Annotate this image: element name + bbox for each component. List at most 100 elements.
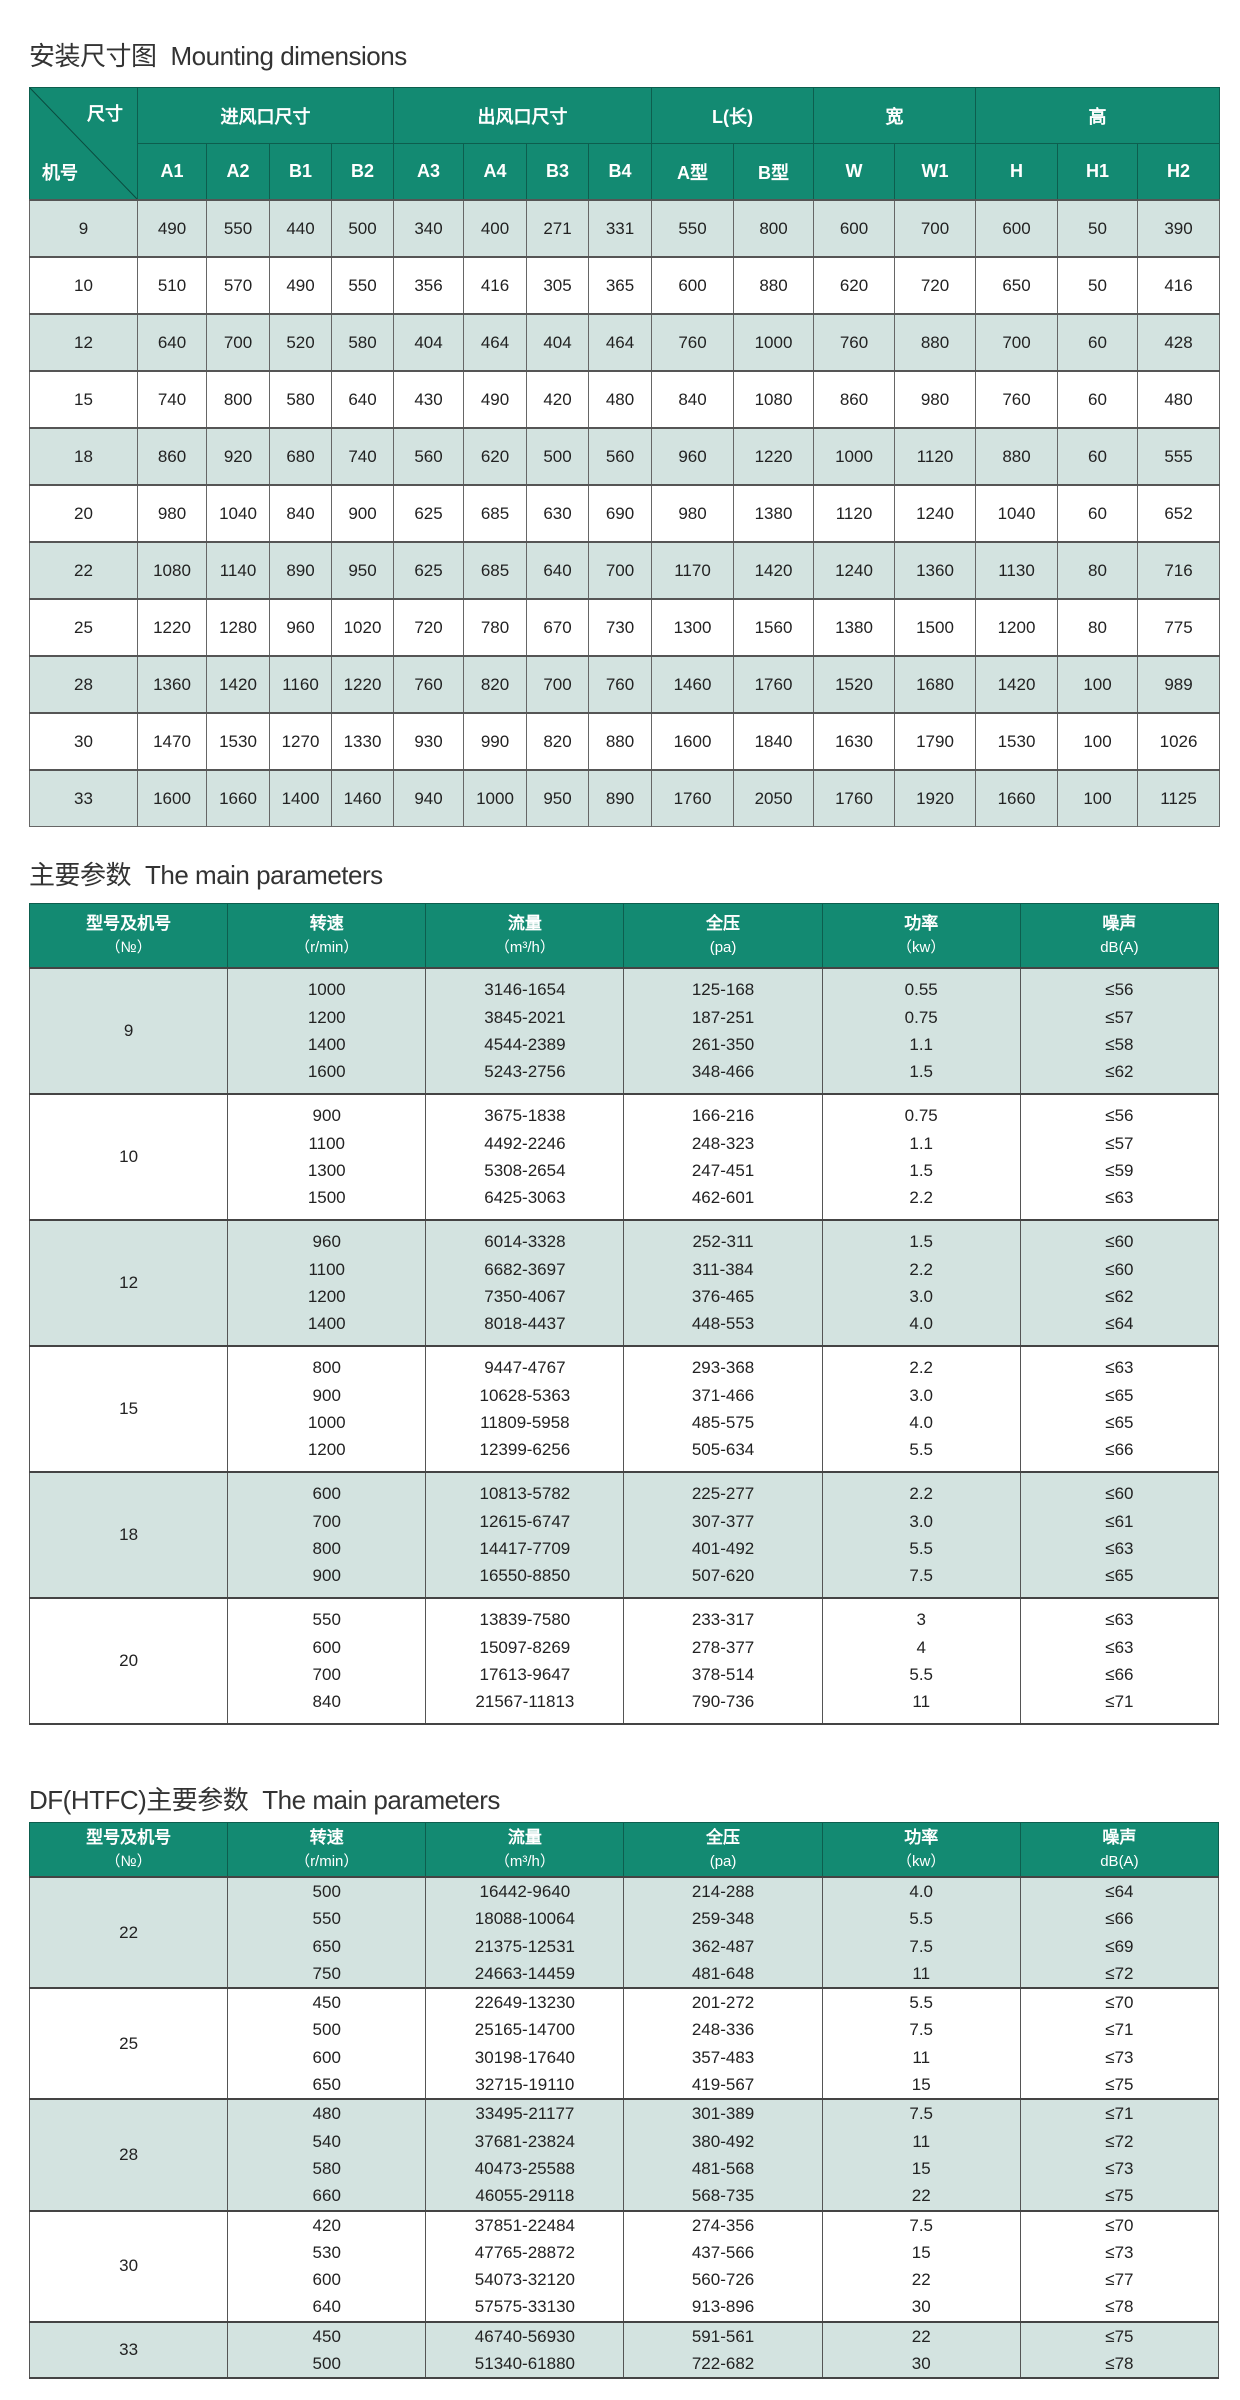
value-cell: 560 bbox=[393, 427, 464, 486]
value-line: 560-726 bbox=[691, 2270, 755, 2290]
value-line: ≤73 bbox=[1105, 2158, 1134, 2178]
value-cell: 720 bbox=[393, 598, 464, 657]
value-line: 7.5 bbox=[909, 2020, 934, 2040]
column-header-name: 转速 bbox=[309, 1827, 344, 1847]
value-cell: 989 bbox=[1137, 655, 1221, 714]
value-cell: 464 bbox=[463, 313, 527, 372]
value-cell: 490 bbox=[269, 256, 332, 315]
value-cell: 600 bbox=[813, 199, 896, 258]
value-line: 600 bbox=[312, 1637, 341, 1657]
main-parameters-table: 型号及机号 （№） 转速 （r/min） 流量 （m³/h） 全压 (pa) 功率 （kw） 噪声 d… bbox=[28, 903, 1220, 1725]
value-line: 30 bbox=[911, 2354, 931, 2374]
value-cell: 1220 bbox=[137, 598, 207, 657]
value-line: 15 bbox=[911, 2242, 931, 2262]
column-header: A型 bbox=[651, 143, 734, 201]
column-header-name: 噪声 bbox=[1102, 913, 1137, 933]
value-line: 22649-13230 bbox=[474, 1993, 575, 2013]
value-line: 7.5 bbox=[909, 1936, 934, 1956]
value-cell: ≤63 ≤63 ≤66 ≤71 bbox=[1019, 1597, 1220, 1725]
value-cell: 60 bbox=[1057, 313, 1139, 372]
column-group-header: 高 bbox=[975, 87, 1221, 144]
column-header-name: 流量 bbox=[507, 913, 542, 933]
df-htfc-parameters-table: 型号及机号 （№） 转速 （r/min） 流量 （m³/h） 全压 (pa) 功率 （kw） 噪声 d… bbox=[28, 1822, 1220, 2380]
value-cell: 1630 bbox=[813, 712, 896, 771]
value-cell: 225-277 307-377 401-492 507-620 bbox=[623, 1471, 823, 1599]
value-line: 21375-12531 bbox=[474, 1936, 575, 1956]
value-cell: 1420 bbox=[206, 655, 270, 714]
value-cell: 520 bbox=[269, 313, 332, 372]
model-cell: 25 bbox=[29, 598, 138, 657]
value-line: 505-634 bbox=[691, 1440, 755, 1460]
value-cell: 305 bbox=[526, 256, 589, 315]
value-line: 18088-10064 bbox=[474, 1909, 575, 1929]
value-line: 481-568 bbox=[691, 2158, 755, 2178]
value-cell: 1920 bbox=[894, 769, 977, 827]
value-cell: 125-168 187-251 261-350 348-466 bbox=[623, 967, 823, 1095]
value-line: 600 bbox=[312, 1484, 341, 1504]
column-header-name: 全压 bbox=[706, 1827, 741, 1847]
value-line: ≤73 bbox=[1105, 2047, 1134, 2067]
value-cell: 800 900 1000 1200 bbox=[227, 1345, 427, 1473]
value-cell: 3 4 5.5 11 bbox=[821, 1597, 1021, 1725]
column-header: 流量 （m³/h） bbox=[425, 1822, 625, 1878]
model-group-row: 15 800 900 1000 1200 9447-4767 10628-5363 11809… bbox=[28, 1345, 1220, 1473]
column-group-header: 出风口尺寸 bbox=[393, 87, 652, 144]
value-line: 2.2 bbox=[909, 1484, 934, 1504]
column-header: A1 bbox=[137, 143, 207, 201]
value-line: 568-735 bbox=[691, 2186, 755, 2206]
value-cell: 980 bbox=[651, 484, 734, 543]
value-line: 348-466 bbox=[691, 1062, 755, 1082]
value-cell: 252-311 311-384 376-465 448-553 bbox=[623, 1219, 823, 1347]
value-line: 7.5 bbox=[909, 2215, 934, 2235]
value-cell: 46740-56930 51340-61880 bbox=[425, 2320, 625, 2380]
value-line: ≤75 bbox=[1105, 2326, 1134, 2346]
value-cell: 630 bbox=[526, 484, 589, 543]
value-cell: 950 bbox=[526, 769, 589, 827]
value-cell: 1760 bbox=[813, 769, 896, 827]
value-line: 46055-29118 bbox=[475, 2186, 575, 2206]
table-row: 28 1360 1420 1160 1220 760 820 700 760 1460 1760 15… bbox=[29, 655, 1221, 714]
value-cell: 700 bbox=[894, 199, 977, 258]
value-line: 1.5 bbox=[909, 1161, 934, 1180]
value-line: 11 bbox=[912, 2047, 931, 2067]
column-header: 型号及机号 （№） bbox=[28, 1822, 229, 1878]
value-cell: 930 bbox=[393, 712, 464, 771]
value-line: 6014-3328 bbox=[484, 1232, 566, 1252]
value-cell: 22649-13230 25165-14700 30198-17640 32715-1… bbox=[425, 1987, 625, 2101]
value-cell: 2050 bbox=[732, 769, 815, 827]
value-line: 301-389 bbox=[691, 2104, 755, 2124]
value-line: 125-168 bbox=[691, 980, 755, 1000]
value-cell: 840 bbox=[269, 484, 332, 543]
table-row: 10 510 570 490 550 356 416 305 365 600 880 620 720 65… bbox=[29, 256, 1221, 315]
value-line: 14417-7709 bbox=[479, 1539, 571, 1558]
value-cell: 600 bbox=[975, 199, 1059, 258]
model-cell: 12 bbox=[28, 1219, 229, 1347]
value-line: ≤72 bbox=[1105, 1963, 1134, 1983]
column-header: W bbox=[813, 143, 896, 201]
value-cell: 740 bbox=[137, 370, 207, 429]
value-cell: ≤70 ≤73 ≤77 ≤78 bbox=[1019, 2209, 1220, 2323]
value-line: ≤69 bbox=[1105, 1936, 1134, 1956]
model-cell: 20 bbox=[28, 1597, 229, 1725]
value-cell: 214-288 259-348 362-487 481-648 bbox=[623, 1875, 823, 1990]
value-line: 600 bbox=[312, 2047, 341, 2067]
value-cell: 685 bbox=[463, 484, 527, 543]
value-cell: 1530 bbox=[206, 712, 270, 771]
value-cell: 420 530 600 640 bbox=[227, 2209, 427, 2323]
value-cell: 950 bbox=[331, 541, 394, 600]
value-cell: 22 30 bbox=[821, 2320, 1021, 2380]
value-cell: 271 bbox=[526, 199, 589, 258]
value-cell: 33495-21177 37681-23824 40473-25588 46055-2… bbox=[425, 2098, 625, 2212]
value-cell: 60 bbox=[1057, 484, 1139, 543]
column-header-unit: （№） bbox=[105, 938, 152, 956]
value-line: 12399-6256 bbox=[479, 1440, 571, 1460]
model-cell: 33 bbox=[29, 769, 138, 827]
value-cell: 1.5 2.2 3.0 4.0 bbox=[821, 1219, 1021, 1347]
value-line: 600 bbox=[312, 2270, 341, 2290]
value-cell: 80 bbox=[1057, 541, 1139, 600]
value-cell: 760 bbox=[813, 313, 896, 372]
value-cell: 890 bbox=[269, 541, 332, 600]
column-header: 噪声 dB(A) bbox=[1019, 903, 1220, 969]
value-cell: 1660 bbox=[975, 769, 1059, 827]
model-group-row: 12 960 1100 1200 1400 6014-3328 6682-3697 7350-… bbox=[28, 1219, 1220, 1347]
